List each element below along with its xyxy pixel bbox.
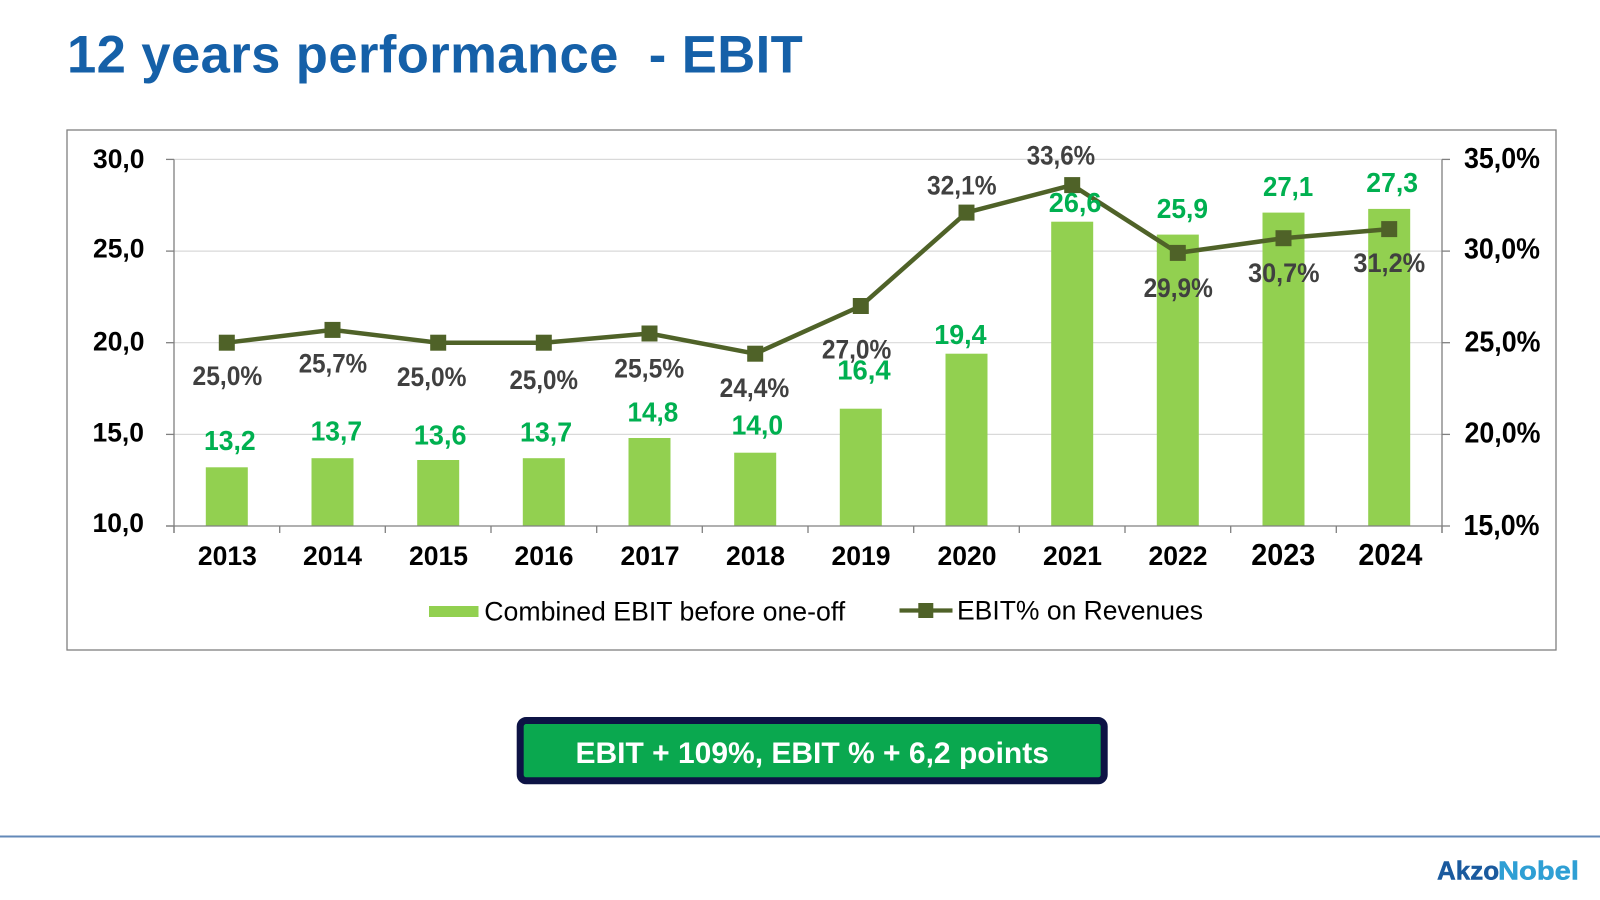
- svg-text:25,9: 25,9: [1157, 193, 1208, 224]
- svg-text:2024: 2024: [1358, 537, 1423, 572]
- svg-text:24,4%: 24,4%: [720, 373, 790, 403]
- svg-text:13,6: 13,6: [414, 419, 467, 450]
- svg-text:2014: 2014: [303, 541, 362, 571]
- svg-text:25,0%: 25,0%: [193, 361, 263, 391]
- svg-text:26,6: 26,6: [1049, 187, 1102, 218]
- svg-text:33,6%: 33,6%: [1027, 141, 1095, 171]
- svg-text:14,0: 14,0: [732, 410, 784, 441]
- svg-text:25,0%: 25,0%: [1465, 327, 1541, 359]
- svg-text:20,0%: 20,0%: [1465, 417, 1541, 449]
- svg-text:13,7: 13,7: [520, 416, 572, 447]
- svg-text:13,2: 13,2: [204, 425, 256, 456]
- svg-text:2017: 2017: [621, 541, 680, 571]
- svg-text:2018: 2018: [726, 541, 785, 571]
- svg-text:30,7%: 30,7%: [1248, 258, 1319, 288]
- svg-text:10,0: 10,0: [93, 508, 145, 538]
- svg-text:14,8: 14,8: [628, 396, 679, 427]
- svg-text:31,2%: 31,2%: [1353, 248, 1425, 278]
- svg-text:27,0%: 27,0%: [822, 334, 891, 364]
- svg-text:2022: 2022: [1148, 541, 1207, 571]
- svg-text:EBIT% on Revenues: EBIT% on Revenues: [957, 595, 1203, 625]
- svg-text:2013: 2013: [198, 541, 257, 571]
- svg-text:15,0%: 15,0%: [1464, 510, 1540, 542]
- svg-text:35,0%: 35,0%: [1464, 143, 1540, 175]
- svg-text:25,0%: 25,0%: [397, 362, 467, 392]
- svg-text:25,7%: 25,7%: [299, 349, 367, 379]
- svg-text:13,7: 13,7: [311, 415, 363, 446]
- svg-text:Nobel: Nobel: [1498, 856, 1579, 886]
- svg-text:19,4: 19,4: [934, 319, 987, 350]
- svg-text:30,0: 30,0: [93, 144, 145, 174]
- svg-text:12 years performance - EBIT: 12 years performance - EBIT: [67, 26, 803, 85]
- svg-text:2019: 2019: [831, 541, 890, 571]
- svg-text:2021: 2021: [1043, 541, 1102, 571]
- svg-text:15,0: 15,0: [93, 417, 145, 447]
- svg-text:2023: 2023: [1251, 537, 1315, 572]
- svg-text:2020: 2020: [938, 541, 997, 571]
- svg-text:Akzo: Akzo: [1437, 856, 1499, 886]
- svg-text:29,9%: 29,9%: [1144, 273, 1213, 303]
- svg-text:30,0%: 30,0%: [1464, 234, 1540, 266]
- svg-text:27,1: 27,1: [1263, 171, 1313, 202]
- svg-text:25,0%: 25,0%: [510, 365, 578, 395]
- svg-text:25,5%: 25,5%: [614, 353, 684, 383]
- svg-text:2015: 2015: [409, 541, 468, 571]
- svg-text:27,3: 27,3: [1366, 167, 1418, 198]
- svg-text:EBIT + 109%, EBIT % + 6,2 poin: EBIT + 109%, EBIT % + 6,2 points: [575, 737, 1048, 770]
- svg-text:2016: 2016: [514, 541, 573, 571]
- svg-text:Combined EBIT before one-off: Combined EBIT before one-off: [484, 596, 845, 626]
- svg-text:32,1%: 32,1%: [927, 171, 997, 201]
- svg-text:16,4: 16,4: [837, 355, 891, 386]
- svg-text:20,0: 20,0: [93, 327, 145, 357]
- svg-text:25,0: 25,0: [93, 234, 145, 264]
